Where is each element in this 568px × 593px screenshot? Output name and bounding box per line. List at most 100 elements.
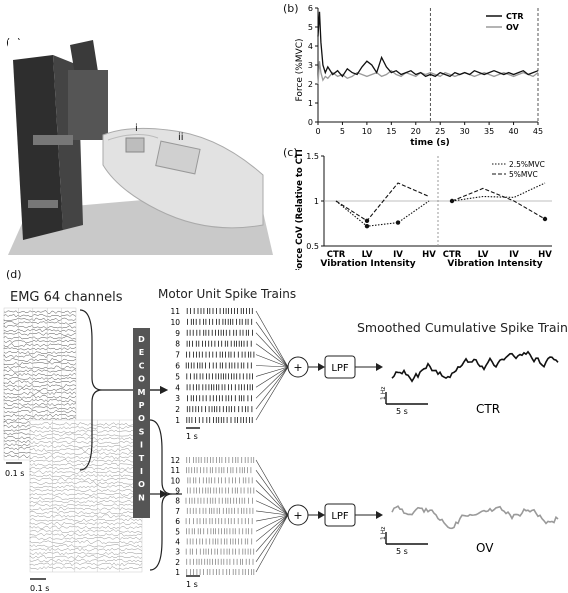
b-legend-entry: CTR [506, 12, 524, 21]
b-y-tick-label: 6 [308, 4, 313, 13]
motor-unit-label: 12 [170, 456, 180, 465]
decomposition-bar [133, 328, 150, 518]
b-y-tick-label: 1 [308, 99, 313, 108]
sum-symbol-ctr: + [293, 361, 302, 374]
c-point [364, 218, 370, 223]
emg-scale-ctr: 0.1 s [5, 469, 24, 478]
motor-unit-label: 1 [175, 568, 180, 577]
c-y-tick-label: 1 [314, 197, 319, 206]
decomposition-letter: D [138, 335, 145, 344]
c-x-tick-label: CTR [443, 250, 462, 260]
b-y-tick-label: 2 [308, 80, 313, 89]
decomposition-letter: C [139, 361, 145, 370]
decomposition-letter: O [138, 480, 145, 489]
ctr-label: CTR [476, 402, 500, 416]
b-x-tick-label: 20 [411, 127, 421, 136]
motor-unit-label: 2 [175, 405, 180, 414]
b-y-tick-label: 0 [308, 118, 313, 127]
b-series-ctr [317, 11, 539, 78]
smoothed-trace-ov [391, 505, 559, 530]
spike-trains-ctr: 11 10 9 8 7 65 4 3 2 1 [170, 307, 255, 425]
c-point [449, 198, 455, 204]
motor-unit-label: 1 [175, 416, 180, 425]
c-x-axis-label-left: Vibration Intensity [320, 259, 415, 269]
c-x-tick-label: CTR [327, 250, 346, 260]
motor-unit-label: 11 [170, 307, 180, 316]
decomposition-letter: M [138, 388, 146, 397]
c-x-axis-label-right: Vibration Intensity [447, 259, 542, 269]
c-legend-entry: 5%MVC [509, 170, 538, 179]
marker-ii: ii [178, 132, 184, 143]
c-x-tick-label: LV [478, 250, 489, 260]
decomposition-letter: I [140, 467, 143, 476]
decomposition-letter: T [139, 454, 145, 463]
decomposition-letter: O [138, 414, 145, 423]
b-y-tick-label: 5 [308, 23, 313, 32]
c-y-tick-label: 1.5 [306, 152, 319, 161]
decomposition-letter: S [139, 427, 145, 436]
c-series-line [335, 200, 430, 227]
apparatus-photo: i ii [8, 40, 273, 255]
motor-unit-label: 11 [170, 466, 180, 475]
sum-symbol-ov: + [293, 509, 302, 522]
panel-d-label: (d) [6, 268, 22, 281]
mu-title: Motor Unit Spike Trains [158, 287, 297, 301]
mu-scale-ctr: 1 s [186, 432, 198, 441]
decomposition-letter: O [138, 375, 145, 384]
b-x-tick-label: 30 [460, 127, 470, 136]
c-series-line [451, 187, 546, 220]
c-y-tick-label: 0.5 [306, 242, 319, 251]
ov-label: OV [476, 541, 494, 555]
motor-unit-label: 4 [175, 537, 180, 546]
b-legend-entry: OV [506, 23, 520, 32]
motor-unit-label: 5 [175, 527, 180, 536]
motor-unit-label: 6 [175, 517, 180, 526]
c-series-line [451, 182, 546, 202]
force-trace-chart: Force (%MVC) time (s) 0 5 10 15 20 25 30 35 40 45… [295, 4, 543, 148]
ctr-y-scale: 1 Hz [380, 387, 387, 400]
decomposition-letter: P [139, 401, 145, 410]
b-x-tick-label: 5 [340, 127, 345, 136]
panel-b-label: (b) [283, 2, 299, 15]
emg-scale-ov: 0.1 s [30, 584, 49, 593]
force-cov-chart: Force CoV (Relative to CTR) Vibration In… [295, 150, 552, 270]
smooth-title: Smoothed Cumulative Spike Trains [357, 320, 568, 335]
b-y-axis-label: Force (%MVC) [295, 39, 305, 102]
decomposition-letter: E [139, 348, 144, 357]
b-x-tick-label: 45 [533, 127, 543, 136]
motor-unit-label: 7 [175, 351, 180, 360]
motor-unit-label: 10 [170, 318, 180, 327]
motor-unit-label: 2 [175, 558, 180, 567]
b-x-tick-label: 0 [315, 127, 320, 136]
motor-unit-label: 7 [175, 507, 180, 516]
c-x-tick-label: HV [422, 250, 436, 260]
lpf-label-ov: LPF [331, 511, 349, 522]
c-series-line [335, 182, 430, 222]
ov-x-scale: 5 s [396, 547, 408, 556]
b-x-tick-label: 35 [484, 127, 494, 136]
motor-unit-label: 10 [170, 476, 180, 485]
marker-i: i [135, 123, 138, 134]
lpf-label-ctr: LPF [331, 363, 349, 374]
b-series-ov [317, 61, 539, 85]
c-y-axis-label: Force CoV (Relative to CTR) [295, 150, 305, 270]
b-x-tick-label: 10 [362, 127, 372, 136]
motor-unit-label: 8 [175, 340, 180, 349]
c-x-tick-label: HV [538, 250, 552, 260]
motor-unit-label: 3 [175, 394, 180, 403]
b-y-tick-label: 4 [308, 42, 313, 51]
motor-unit-label: 4 [175, 383, 180, 392]
b-x-tick-label: 40 [508, 127, 518, 136]
mu-scale-ov: 1 s [186, 580, 198, 589]
b-y-tick-label: 3 [308, 61, 313, 70]
b-x-axis-label: time (s) [410, 138, 450, 148]
c-x-tick-label: IV [393, 250, 403, 260]
c-point [364, 224, 370, 229]
c-point [395, 220, 401, 225]
panel-c-label: (c) [283, 146, 298, 159]
motor-unit-label: 8 [175, 497, 180, 506]
c-point [542, 216, 548, 222]
c-x-tick-label: IV [509, 250, 519, 260]
c-legend-entry: 2.5%MVC [509, 160, 545, 169]
